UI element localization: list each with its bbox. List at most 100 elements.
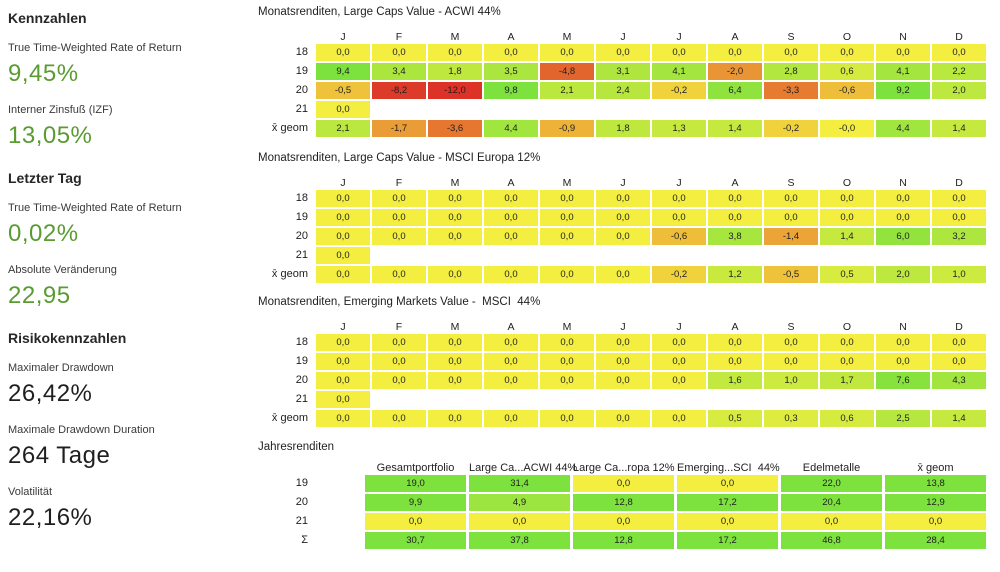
heatmap-cell: 0,0 [372,190,426,207]
heatmap-cell: 0,0 [596,353,650,370]
heatmap-cell: 0,0 [764,353,818,370]
heatmap-cell: 0,0 [372,353,426,370]
heatmap-cell: 2,1 [316,120,370,137]
heatmap-cell [428,101,482,118]
heatmap-cell [428,247,482,264]
table-row: 18 0,0 0,0 0,0 0,0 0,0 0,0 0,0 0,0 0,0 0,0 0,0 0,0 [258,190,1000,207]
column-header: J [676,321,682,333]
heatmap-cell: 0,0 [428,372,482,389]
column-header: J [620,177,626,189]
column-header: Gesamtportfolio [376,462,455,474]
heatmap-cell: 0,0 [372,334,426,351]
heatmap-cell: 4,9 [469,494,570,511]
heatmap-cell: 0,0 [573,513,674,530]
column-header: x̄ geom [917,462,954,474]
heatmap-cell: 3,4 [372,63,426,80]
heatmap-cell: 0,0 [316,247,370,264]
heatmap-cell: 13,8 [885,475,986,492]
heatmap-cell: 0,0 [876,190,930,207]
row-label: 18 [295,46,308,58]
heatmap-cell: 4,4 [484,120,538,137]
heatmap-cell: 0,0 [316,101,370,118]
heatmap-cell: 20,4 [781,494,882,511]
heatmap-cell [652,101,706,118]
column-header: S [787,321,795,333]
heatmap-cell [652,247,706,264]
column-header: J [620,31,626,43]
heatmap-cell: 0,0 [372,209,426,226]
heatmap-cell [540,391,594,408]
column-header: D [955,31,963,43]
metric-label: Interner Zinsfuß (IZF) [8,104,113,116]
heatmap-cell [708,101,762,118]
heatmap-cell: 0,0 [428,44,482,61]
column-header: A [507,31,515,43]
heatmap-cell: 0,0 [540,44,594,61]
heatmap-cell: 0,0 [316,228,370,245]
heatmap-cell: 3,1 [596,63,650,80]
heatmap-cell: 0,5 [708,410,762,427]
heatmap-cell: 0,0 [876,353,930,370]
table-row: x̄ geom 0,0 0,0 0,0 0,0 0,0 0,0 -0,2 1,2 -0,5 0,5 2… [258,266,1000,283]
table-row: 19 0,0 0,0 0,0 0,0 0,0 0,0 0,0 0,0 0,0 0,0 0,0 0,0 [258,209,1000,226]
heatmap-cell: 0,0 [932,334,986,351]
metric-value: 0,02% [8,220,79,247]
heatmap-cell: 1,3 [652,120,706,137]
heatmap-cell: 0,0 [540,334,594,351]
heatmap-cell: 3,5 [484,63,538,80]
heatmap-cell [764,391,818,408]
section-heading: Risikokennzahlen [8,330,127,346]
heatmap-cell: 0,0 [540,228,594,245]
heatmap-cell: 0,6 [820,63,874,80]
column-header: S [787,31,795,43]
column-header: O [842,321,852,333]
heatmap-cell: 0,0 [876,44,930,61]
heatmap-cell: -12,0 [428,82,482,99]
row-label: 19 [295,65,308,77]
heatmap-cell: 4,1 [876,63,930,80]
heatmap-cell: 0,0 [932,209,986,226]
heatmap-cell: 0,0 [596,228,650,245]
column-header: F [395,31,403,43]
row-label: 19 [295,211,308,223]
heatmap-cell: 0,0 [652,334,706,351]
monthly-returns-heatmap: J F M A M J J A S O N D 18 0,0 0,0 0,0 0,0 0,0 0,0 0,0 0,0 0,… [258,176,1000,283]
column-header: J [676,177,682,189]
heatmap-cell: 0,0 [484,228,538,245]
heatmap-cell: 1,4 [932,120,986,137]
heatmap-cell: 0,0 [372,372,426,389]
heatmap-cell [820,247,874,264]
heatmap-cell [484,391,538,408]
heatmap-cell: 2,4 [596,82,650,99]
heatmap-cell: 1,4 [932,410,986,427]
monthly-returns-section-emerging: Monatsrenditen, Emerging Markets Value -… [258,295,1000,427]
heatmap-cell: 9,9 [365,494,466,511]
heatmap-cell [708,247,762,264]
monthly-returns-section-acwi: Monatsrenditen, Large Caps Value - ACWI … [258,5,1000,137]
column-header: Large Ca...ACWI 44% [469,462,578,474]
column-header: O [842,31,852,43]
heatmap-cell: 0,0 [820,44,874,61]
table-row: 21 0,0 0,0 0,0 0,0 0,0 0,0 [258,513,1000,530]
row-label: 18 [295,192,308,204]
row-label: x̄ geom [271,412,308,424]
heatmap-cell: -0,2 [652,82,706,99]
heatmap-cell: 1,0 [932,266,986,283]
heatmap-cell: -3,3 [764,82,818,99]
heatmap-cell [876,247,930,264]
heatmap-cell: -2,0 [708,63,762,80]
heatmap-cell: 12,8 [573,532,674,549]
column-header: N [899,321,907,333]
heatmap-cell: 0,0 [316,372,370,389]
column-header: N [899,31,907,43]
heatmap-cell: 0,0 [652,372,706,389]
heatmap-cell [372,101,426,118]
heatmap-cell: -8,2 [372,82,426,99]
column-header: D [955,321,963,333]
column-header: M [562,321,572,333]
annual-returns-section: Jahresrenditen Gesamtportfolio Large Ca..… [258,440,1000,549]
heatmap-cell: 0,0 [316,209,370,226]
row-label: 20 [295,230,308,242]
annual-returns-table: Gesamtportfolio Large Ca...ACWI 44% Large … [258,461,1000,549]
